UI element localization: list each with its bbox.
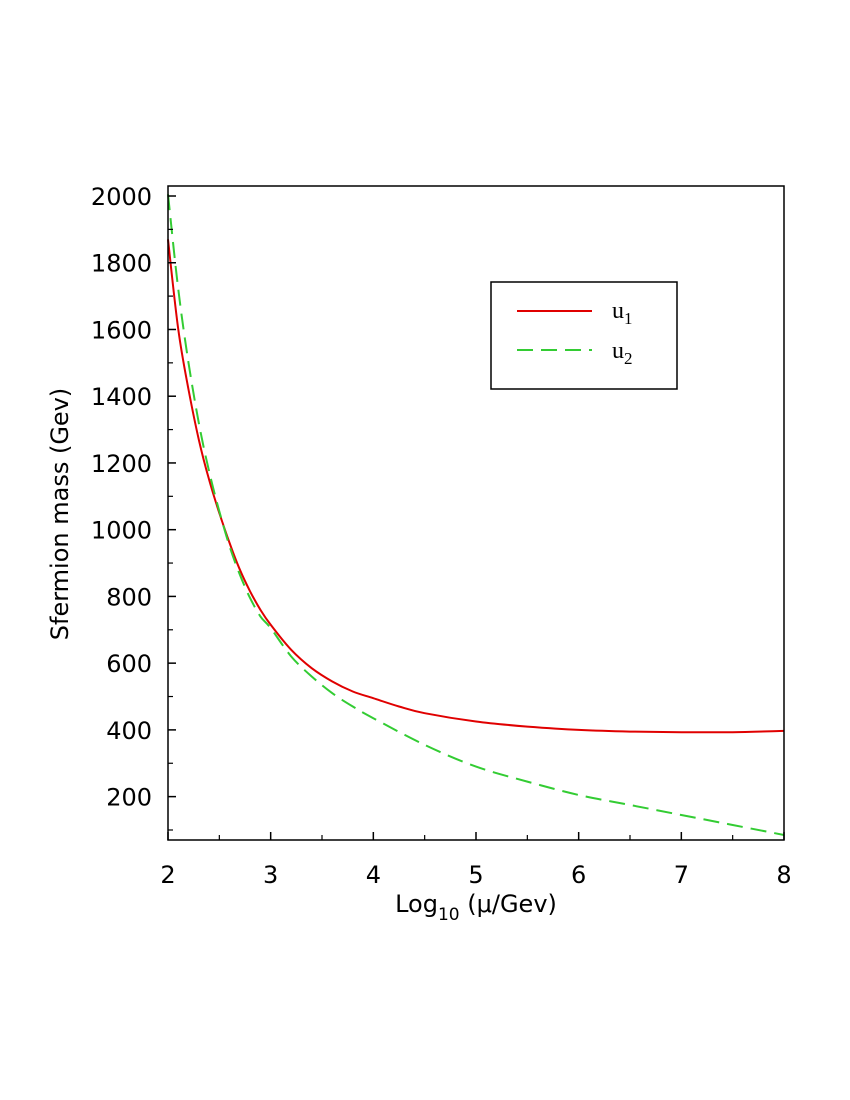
legend-label-u1-sub: 1 — [624, 309, 633, 328]
y-tick-label: 600 — [106, 650, 152, 678]
y-tick-label: 400 — [106, 717, 152, 745]
y-tick-label: 2000 — [91, 183, 152, 211]
y-tick-label: 1200 — [91, 450, 152, 478]
series-line-u1 — [167, 239, 785, 734]
y-axis-label: Sfermion mass (Gev) — [46, 388, 74, 640]
y-tick-label: 1600 — [91, 316, 152, 344]
x-tick-label: 6 — [571, 861, 586, 889]
y-tick-label: 800 — [106, 583, 152, 611]
plot-lines — [167, 194, 785, 836]
legend-box — [490, 281, 678, 390]
x-axis-label-subscript: 10 — [438, 905, 460, 925]
legend: u1 u2 — [490, 281, 678, 390]
legend-label-u2: u2 — [612, 338, 633, 368]
y-tick-label: 200 — [106, 784, 152, 812]
x-axis-label: Log10 (μ/Gev) — [395, 890, 557, 925]
plot-frame — [167, 185, 785, 841]
legend-label-u2-main: u — [612, 338, 624, 364]
legend-label-u1-main: u — [612, 298, 624, 324]
x-tick-label: 5 — [468, 861, 483, 889]
x-tick-label: 3 — [263, 861, 278, 889]
x-tick-label: 2 — [160, 861, 175, 889]
y-tick-label: 1000 — [91, 517, 152, 545]
x-axis-label-rest: (μ/Gev) — [460, 890, 557, 918]
legend-label-u2-sub: 2 — [624, 349, 633, 368]
series-line-u2 — [167, 194, 785, 836]
y-tick-label: 1400 — [91, 383, 152, 411]
x-tick-label: 4 — [366, 861, 381, 889]
x-tick-label: 7 — [674, 861, 689, 889]
x-axis: 2 3 4 5 6 7 8 — [160, 832, 792, 889]
x-tick-label: 8 — [776, 861, 791, 889]
legend-label-u1: u1 — [612, 298, 633, 328]
y-tick-label: 1800 — [91, 250, 152, 278]
y-axis: 200 400 600 800 1000 1200 1400 1600 1800 2000 — [91, 183, 176, 831]
x-axis-label-main: Log — [395, 890, 438, 918]
